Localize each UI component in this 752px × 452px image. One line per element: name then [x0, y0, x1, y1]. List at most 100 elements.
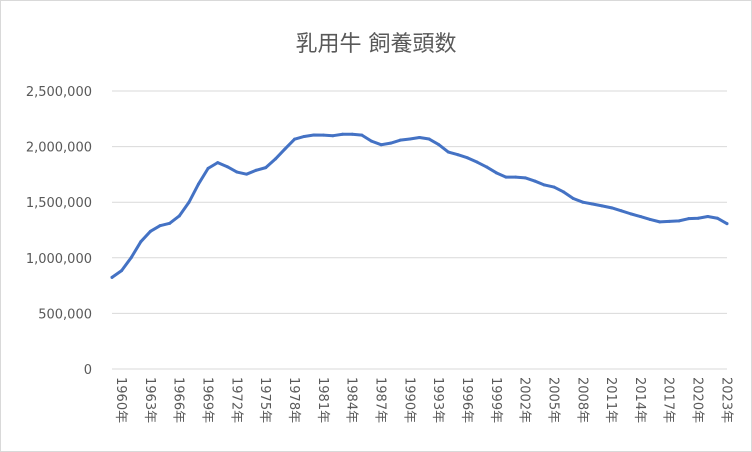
x-tick-label: 1963年: [142, 377, 157, 423]
data-point: [148, 229, 152, 233]
data-point: [677, 219, 681, 223]
data-point: [293, 137, 297, 141]
data-point: [331, 134, 335, 138]
data-point: [648, 217, 652, 221]
y-tick-label: 500,000: [38, 307, 92, 322]
data-point: [667, 219, 671, 223]
x-axis-tick-labels: 1960年 1963年 1966年 1969年 1972年 1975年 1978年 1981年…: [113, 377, 733, 423]
x-tick-label: 2002年: [517, 377, 532, 423]
data-point: [369, 139, 373, 143]
data-point: [533, 179, 537, 183]
x-tick-label: 1969年: [199, 377, 214, 423]
data-point: [610, 206, 614, 210]
y-tick-label: 2,000,000: [26, 141, 92, 156]
data-point: [283, 147, 287, 151]
data-point: [168, 221, 172, 225]
data-point: [437, 143, 441, 147]
data-point: [619, 209, 623, 213]
data-point: [475, 160, 479, 164]
x-tick-label: 1981年: [315, 377, 330, 423]
data-point: [562, 190, 566, 194]
y-tick-label: 1,500,000: [26, 196, 92, 211]
data-point: [254, 168, 258, 172]
y-axis-tick-labels: 0 500,000 1,000,000 1,500,000 2,000,000 2,500…: [26, 85, 92, 378]
data-point: [466, 156, 470, 160]
data-point: [590, 202, 594, 206]
data-point: [235, 170, 239, 174]
x-tick-label: 1987年: [372, 377, 387, 423]
data-point: [398, 138, 402, 142]
chart-title: 乳用牛 飼養頭数: [296, 32, 457, 57]
data-point: [446, 150, 450, 154]
data-point: [581, 200, 585, 204]
data-point: [312, 133, 316, 137]
x-tick-label: 1978年: [286, 377, 301, 423]
series-line: [110, 132, 729, 279]
data-point: [350, 132, 354, 136]
data-point: [187, 200, 191, 204]
data-point: [264, 166, 268, 170]
data-point: [177, 214, 181, 218]
x-tick-label: 1975年: [257, 377, 272, 423]
data-point: [321, 133, 325, 137]
data-points: [110, 132, 729, 279]
data-point: [110, 275, 114, 279]
data-point: [245, 172, 249, 176]
y-tick-label: 1,000,000: [26, 252, 92, 267]
x-tick-label: 1999年: [488, 377, 503, 423]
data-point: [542, 183, 546, 187]
data-point: [552, 185, 556, 189]
x-tick-label: 1993年: [430, 377, 445, 423]
x-tick-label: 1984年: [344, 377, 359, 423]
data-point: [658, 220, 662, 224]
x-tick-label: 1996年: [459, 377, 474, 423]
data-point: [629, 212, 633, 216]
data-point: [600, 204, 604, 208]
data-point: [715, 216, 719, 220]
x-tick-label: 1960年: [113, 377, 128, 423]
x-tick-label: 2020年: [690, 377, 705, 423]
data-point: [523, 176, 527, 180]
data-point: [504, 175, 508, 179]
data-point: [302, 134, 306, 138]
data-point: [158, 224, 162, 228]
data-point: [216, 161, 220, 165]
data-point: [360, 133, 364, 137]
data-point: [706, 215, 710, 219]
data-point: [120, 269, 124, 273]
data-point: [725, 222, 729, 226]
data-point: [225, 165, 229, 169]
x-tick-label: 1972年: [228, 377, 243, 423]
data-point: [418, 135, 421, 139]
data-point: [494, 171, 498, 175]
data-point: [129, 256, 133, 260]
x-tick-label: 2014年: [632, 377, 647, 423]
data-point: [408, 137, 412, 141]
data-point: [341, 132, 345, 136]
data-point: [206, 166, 210, 170]
x-tick-label: 2017年: [661, 377, 676, 423]
data-point: [379, 143, 383, 147]
data-point: [571, 197, 575, 201]
data-point: [273, 157, 277, 161]
x-tick-label: 2011年: [603, 377, 618, 423]
x-tick-label: 1966年: [171, 377, 186, 423]
data-point: [514, 175, 518, 179]
data-point: [139, 240, 143, 244]
x-tick-label: 2005年: [545, 377, 560, 423]
data-point: [427, 137, 431, 141]
x-tick-label: 2023年: [718, 377, 733, 423]
x-tick-label: 1990年: [401, 377, 416, 423]
data-point: [196, 182, 200, 186]
data-point: [696, 216, 700, 220]
y-tick-label: 2,500,000: [26, 85, 92, 100]
data-point: [639, 215, 643, 219]
data-point: [456, 153, 460, 157]
data-point: [389, 141, 393, 145]
gridlines: [112, 90, 727, 370]
data-point: [687, 217, 691, 221]
x-tick-label: 2008年: [574, 377, 589, 423]
data-point: [485, 165, 489, 169]
